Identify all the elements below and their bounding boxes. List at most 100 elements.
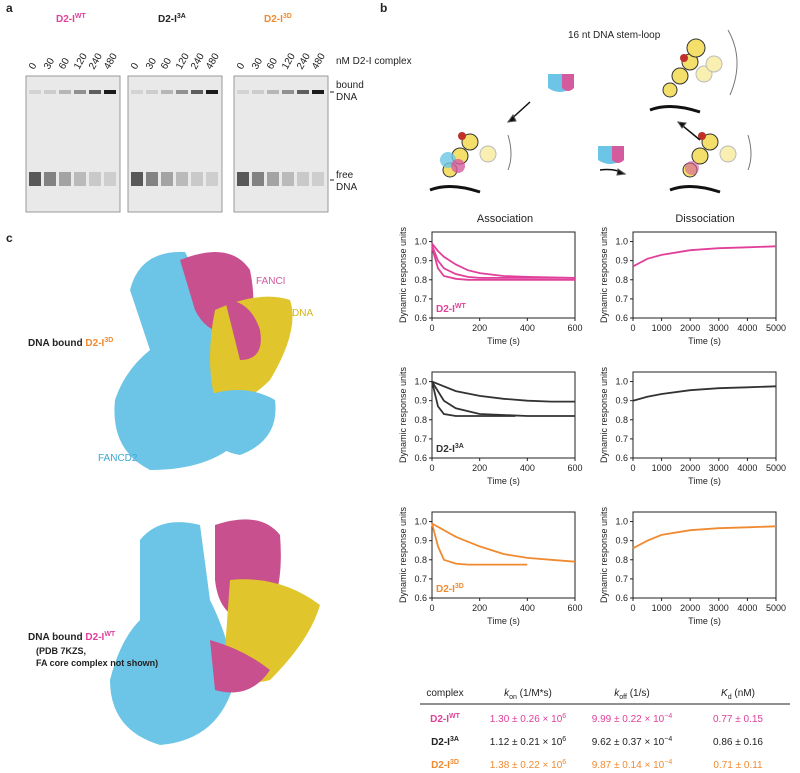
lane-label: 240 [295, 51, 313, 71]
gel-band [59, 172, 71, 186]
x-axis-label: Time (s) [487, 336, 520, 346]
text-part: D2-I [56, 14, 75, 25]
gel-band [297, 172, 309, 186]
text-part: complex [426, 688, 463, 699]
text-part: D2-I [264, 14, 283, 25]
table-cell: 1.30 ± 0.26 × 106 [490, 713, 567, 725]
structure-note: FA core complex not shown) [36, 658, 158, 668]
structure-caption: DNA bound D2-I3D [28, 337, 113, 349]
gel-band [29, 172, 41, 186]
caption-name: D2-I [85, 632, 104, 643]
y-tick-label: 1.0 [414, 517, 427, 527]
y-tick-label: 0.6 [414, 593, 427, 603]
text-part: −4 [664, 759, 672, 766]
column-title: Association [477, 213, 533, 225]
y-tick-label: 0.8 [615, 275, 628, 285]
curve [632, 385, 777, 402]
gel-band [176, 90, 188, 94]
text-part: WT [455, 303, 467, 310]
text-part: D2-I [430, 714, 449, 725]
text-part: on [509, 694, 517, 701]
text-part: D2-I [436, 304, 455, 315]
series-label: D2-I3D [436, 583, 464, 595]
gel-side-label: free [336, 170, 354, 181]
lane-label: 120 [280, 51, 298, 71]
x-tick-label: 600 [567, 463, 582, 473]
curve [431, 245, 575, 279]
text-part: 3A [450, 736, 459, 743]
y-tick-label: 0.9 [414, 536, 427, 546]
table-header: koff (1/s) [614, 688, 649, 701]
x-tick-label: 0 [429, 603, 434, 613]
text-part: 1.38 ± 0.22 × 10 [490, 760, 563, 771]
x-tick-label: 1000 [652, 463, 672, 473]
curve [632, 525, 777, 550]
table-header: complex [426, 688, 463, 699]
y-tick-label: 0.7 [414, 294, 427, 304]
y-tick-label: 1.0 [414, 377, 427, 387]
y-tick-label: 0.7 [414, 574, 427, 584]
panel-label: a [6, 1, 13, 15]
lane-label: 60 [265, 56, 280, 72]
gel-image [25, 75, 121, 213]
text-part: 9.87 ± 0.14 × 10 [592, 760, 665, 771]
y-tick-label: 0.6 [615, 453, 628, 463]
lane-label: 480 [204, 51, 222, 71]
caption-sup: WT [104, 631, 116, 638]
text-part: 0.86 ± 0.16 [713, 737, 763, 748]
y-tick-label: 0.9 [615, 396, 628, 406]
lane-label: 0 [27, 61, 40, 72]
column-title: Dissociation [675, 213, 734, 225]
plot-frame [431, 231, 576, 319]
gel-band [74, 90, 86, 94]
gel-band [206, 90, 218, 94]
text-part: 1.30 ± 0.26 × 10 [490, 714, 563, 725]
text-part: 6 [562, 759, 566, 766]
plot-frame [632, 371, 777, 459]
gel-image [233, 75, 329, 213]
x-tick-label: 200 [472, 603, 487, 613]
text-part: D2-I [431, 737, 450, 748]
curve [431, 381, 575, 417]
text-part: 3D [450, 759, 459, 766]
x-tick-label: 4000 [737, 323, 757, 333]
x-axis-label: Time (s) [688, 336, 721, 346]
x-tick-label: 600 [567, 323, 582, 333]
x-axis-label: Time (s) [487, 616, 520, 626]
gel-band [176, 172, 188, 186]
table-cell: 9.62 ± 0.37 × 10−4 [592, 736, 673, 748]
text-part: 3D [455, 583, 464, 590]
x-tick-label: 3000 [709, 463, 729, 473]
gel-band [312, 90, 324, 94]
gel-title: D2-I3D [264, 13, 292, 25]
plot-frame [431, 511, 576, 599]
lane-label: 0 [129, 61, 142, 72]
gel-band [161, 90, 173, 94]
lane-label: 0 [235, 61, 248, 72]
text-part: k [504, 688, 510, 699]
lane-label: 30 [144, 56, 159, 72]
caption-sup: 3D [104, 337, 113, 344]
lane-unit: nM D2-I complex [336, 56, 412, 67]
gel-band [161, 172, 173, 186]
gel-band [267, 172, 279, 186]
gel-side-label: DNA [336, 182, 357, 193]
gel-band [252, 90, 264, 94]
x-tick-label: 4000 [737, 463, 757, 473]
y-tick-label: 0.8 [615, 415, 628, 425]
gel-band [131, 90, 143, 94]
x-tick-label: 0 [429, 463, 434, 473]
x-tick-label: 5000 [766, 323, 786, 333]
y-tick-label: 0.9 [615, 256, 628, 266]
y-tick-label: 0.7 [615, 434, 628, 444]
y-axis-label: Dynamic response units [599, 226, 609, 323]
y-axis-label: Dynamic response units [599, 506, 609, 603]
gel-band [267, 90, 279, 94]
gel-side-label: DNA [336, 92, 357, 103]
gel-band [104, 90, 116, 94]
x-tick-label: 3000 [709, 603, 729, 613]
table-cell: 0.77 ± 0.15 [713, 714, 763, 725]
gel-band [252, 172, 264, 186]
curve [431, 522, 576, 563]
